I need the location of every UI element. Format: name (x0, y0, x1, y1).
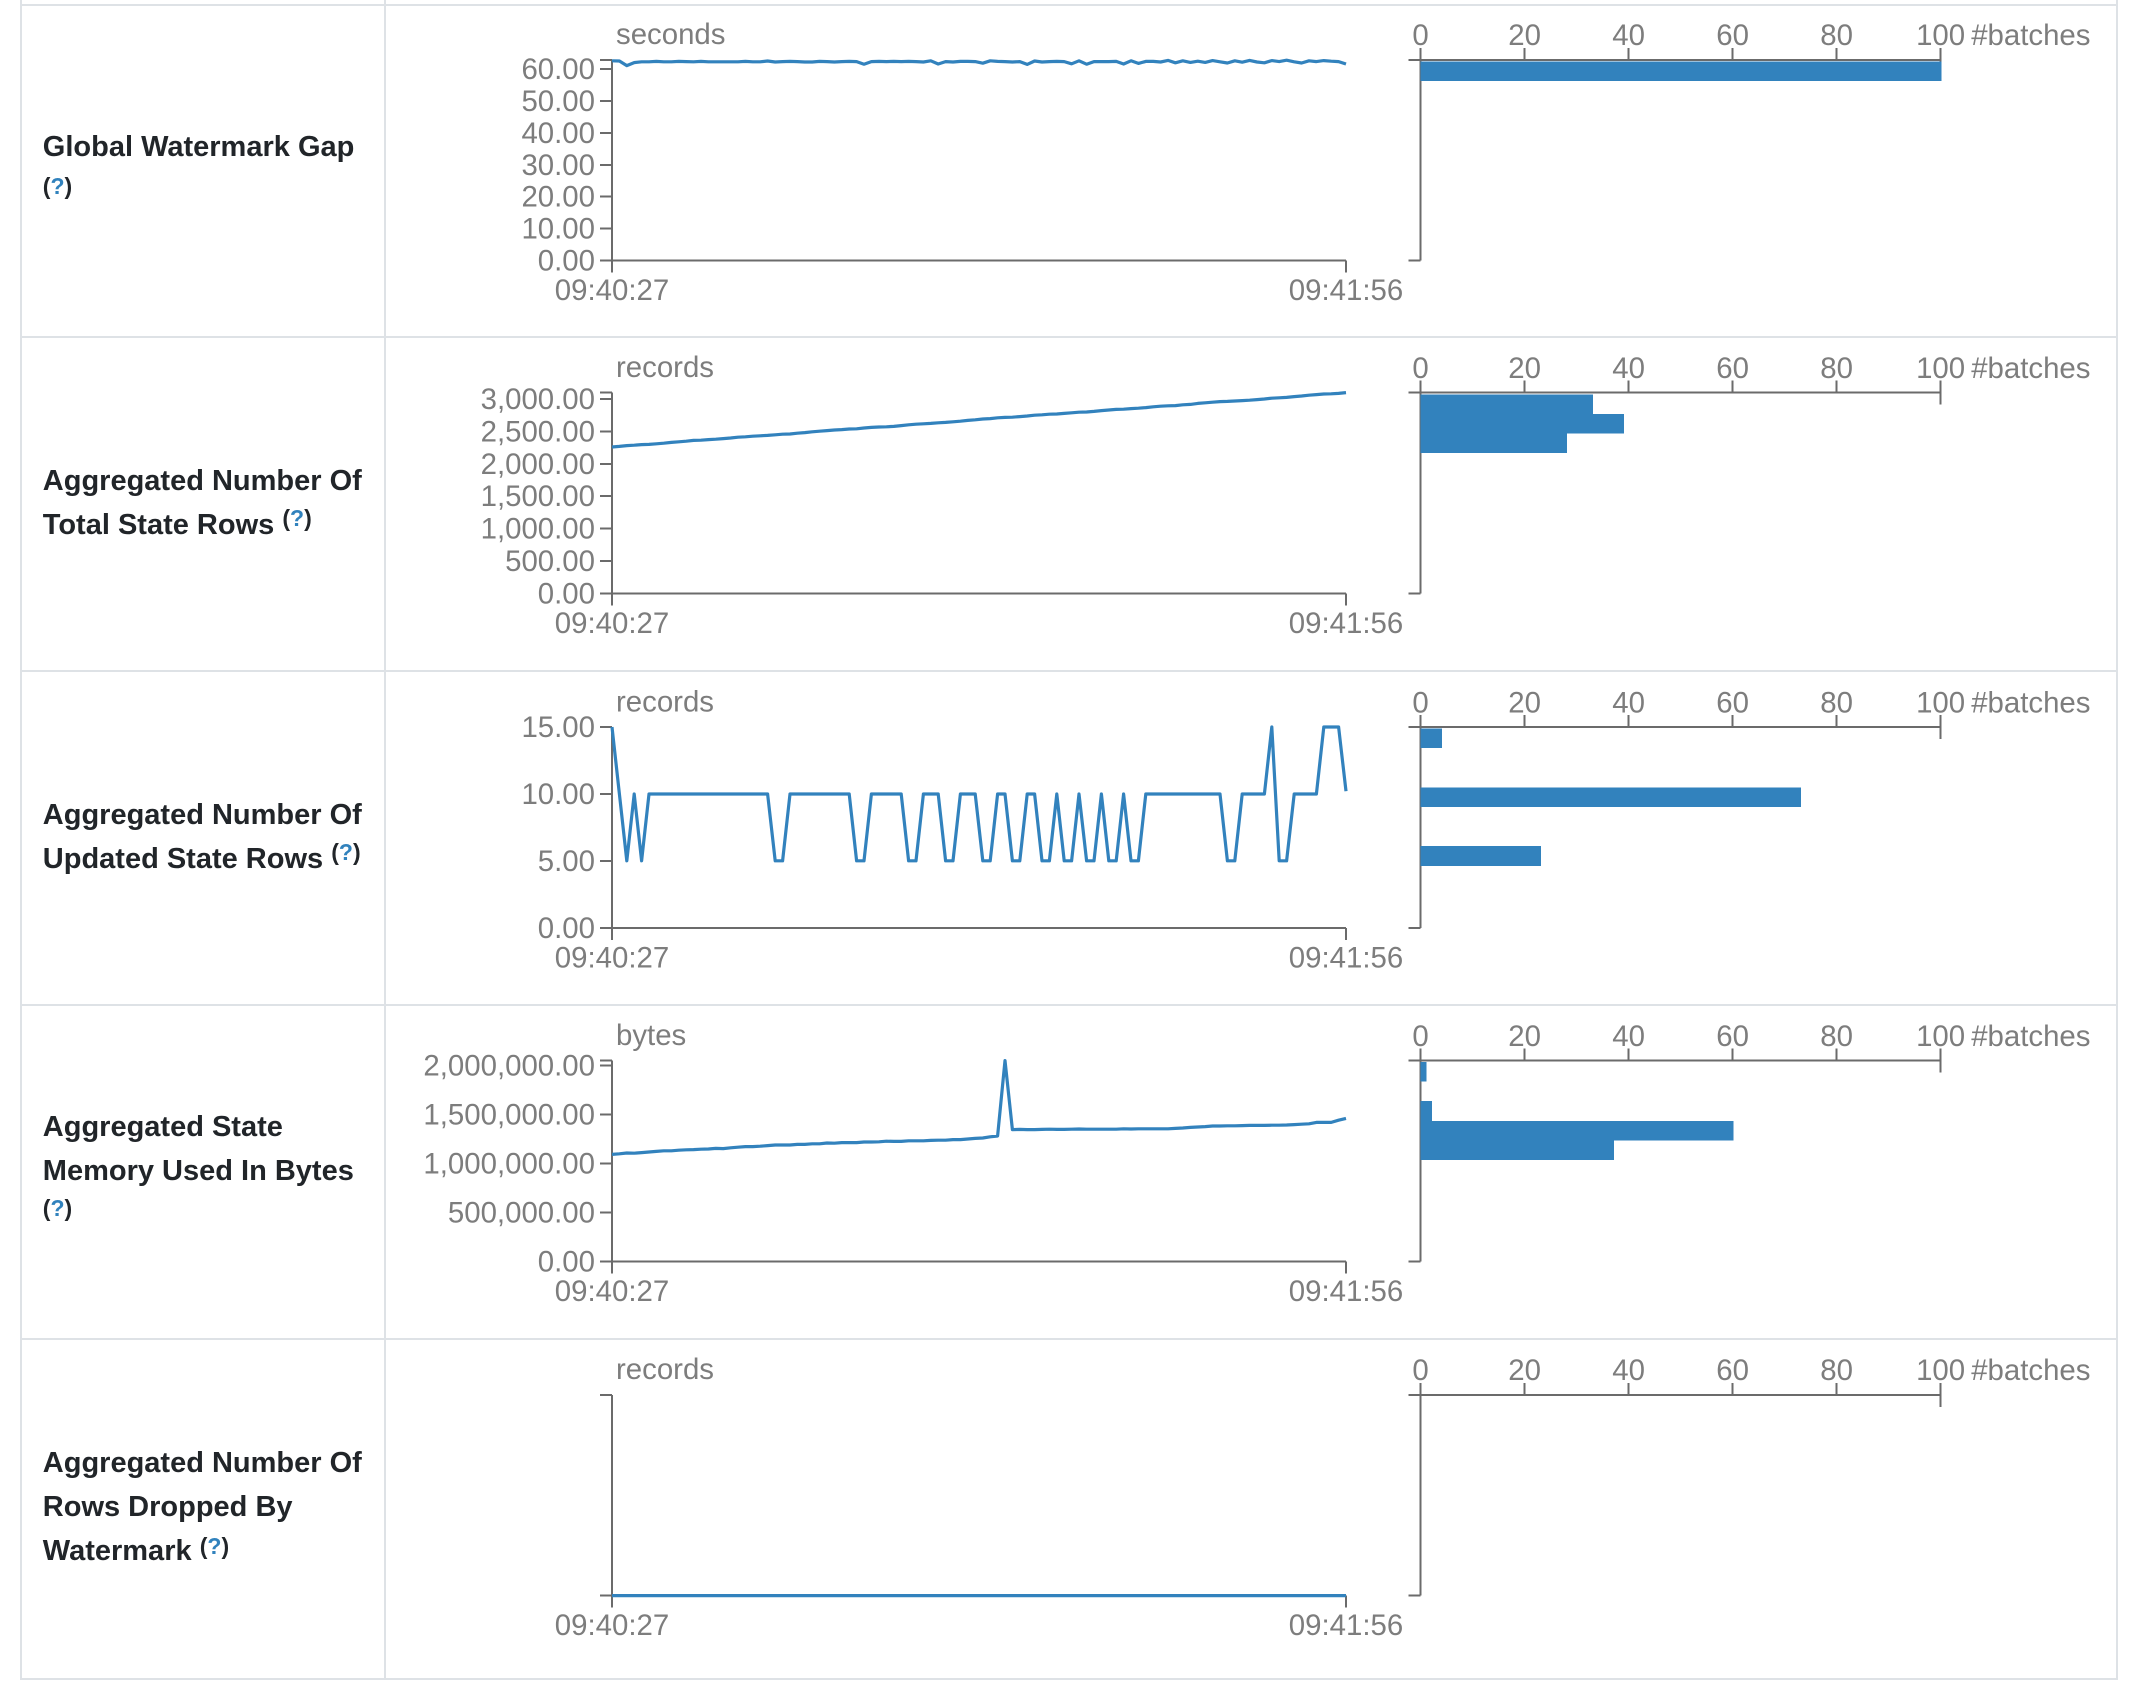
svg-text:60: 60 (1716, 19, 1749, 52)
svg-text:09:41:56: 09:41:56 (1289, 274, 1403, 307)
svg-text:0: 0 (1412, 19, 1428, 52)
svg-text:80: 80 (1820, 686, 1853, 719)
svg-text:records: records (616, 351, 714, 384)
svg-text:0: 0 (1412, 686, 1428, 719)
svg-text:seconds: seconds (616, 18, 725, 51)
svg-text:80: 80 (1820, 1354, 1853, 1387)
svg-text:#batches: #batches (1971, 19, 2090, 52)
svg-text:09:40:27: 09:40:27 (555, 1275, 669, 1308)
svg-text:100: 100 (1916, 686, 1965, 719)
svg-text:2,500.00: 2,500.00 (481, 415, 595, 448)
svg-text:#batches: #batches (1971, 1020, 2090, 1053)
svg-text:20.00: 20.00 (521, 181, 595, 214)
svg-text:60: 60 (1716, 352, 1749, 385)
svg-text:80: 80 (1820, 19, 1853, 52)
svg-text:0.00: 0.00 (538, 578, 595, 611)
svg-text:10.00: 10.00 (521, 213, 595, 246)
svg-text:0.00: 0.00 (538, 245, 595, 278)
svg-text:10.00: 10.00 (521, 778, 595, 811)
svg-text:09:40:27: 09:40:27 (555, 941, 669, 974)
svg-text:5.00: 5.00 (538, 845, 595, 878)
svg-text:60: 60 (1716, 1020, 1749, 1053)
svg-text:09:40:27: 09:40:27 (555, 1609, 669, 1642)
svg-text:15.00: 15.00 (521, 711, 595, 744)
svg-text:20: 20 (1508, 1020, 1541, 1053)
svg-text:20: 20 (1508, 686, 1541, 719)
svg-text:60: 60 (1716, 686, 1749, 719)
svg-text:1,000.00: 1,000.00 (481, 513, 595, 546)
svg-text:records: records (616, 1353, 714, 1386)
svg-text:40: 40 (1612, 1354, 1645, 1387)
svg-text:40: 40 (1612, 686, 1645, 719)
svg-text:0: 0 (1412, 352, 1428, 385)
svg-text:records: records (616, 685, 714, 718)
svg-text:100: 100 (1916, 1354, 1965, 1387)
svg-text:40.00: 40.00 (521, 117, 595, 150)
svg-text:20: 20 (1508, 352, 1541, 385)
svg-text:100: 100 (1916, 352, 1965, 385)
svg-text:09:41:56: 09:41:56 (1289, 1275, 1403, 1308)
svg-text:bytes: bytes (616, 1019, 686, 1052)
svg-text:09:40:27: 09:40:27 (555, 607, 669, 640)
svg-text:80: 80 (1820, 1020, 1853, 1053)
svg-text:#batches: #batches (1971, 352, 2090, 385)
svg-text:80: 80 (1820, 352, 1853, 385)
svg-text:1,000,000.00: 1,000,000.00 (423, 1147, 595, 1180)
svg-text:100: 100 (1916, 19, 1965, 52)
svg-text:20: 20 (1508, 19, 1541, 52)
svg-text:09:40:27: 09:40:27 (555, 274, 669, 307)
svg-text:0: 0 (1412, 1354, 1428, 1387)
svg-text:2,000.00: 2,000.00 (481, 448, 595, 481)
svg-text:1,500,000.00: 1,500,000.00 (423, 1098, 595, 1131)
svg-text:40: 40 (1612, 1020, 1645, 1053)
svg-text:09:41:56: 09:41:56 (1289, 941, 1403, 974)
svg-text:0.00: 0.00 (538, 1245, 595, 1278)
svg-text:2,000,000.00: 2,000,000.00 (423, 1049, 595, 1082)
svg-text:100: 100 (1916, 1020, 1965, 1053)
svg-text:#batches: #batches (1971, 1354, 2090, 1387)
svg-text:0: 0 (1412, 1020, 1428, 1053)
svg-text:60.00: 60.00 (521, 53, 595, 86)
svg-text:500,000.00: 500,000.00 (448, 1196, 595, 1229)
svg-text:40: 40 (1612, 19, 1645, 52)
svg-text:1,500.00: 1,500.00 (481, 480, 595, 513)
svg-text:#batches: #batches (1971, 686, 2090, 719)
svg-text:60: 60 (1716, 1354, 1749, 1387)
svg-text:09:41:56: 09:41:56 (1289, 1609, 1403, 1642)
svg-text:20: 20 (1508, 1354, 1541, 1387)
svg-text:50.00: 50.00 (521, 85, 595, 118)
svg-text:30.00: 30.00 (521, 149, 595, 182)
svg-text:40: 40 (1612, 352, 1645, 385)
svg-text:3,000.00: 3,000.00 (481, 383, 595, 416)
svg-text:500.00: 500.00 (505, 545, 595, 578)
svg-text:09:41:56: 09:41:56 (1289, 607, 1403, 640)
svg-text:0.00: 0.00 (538, 912, 595, 945)
